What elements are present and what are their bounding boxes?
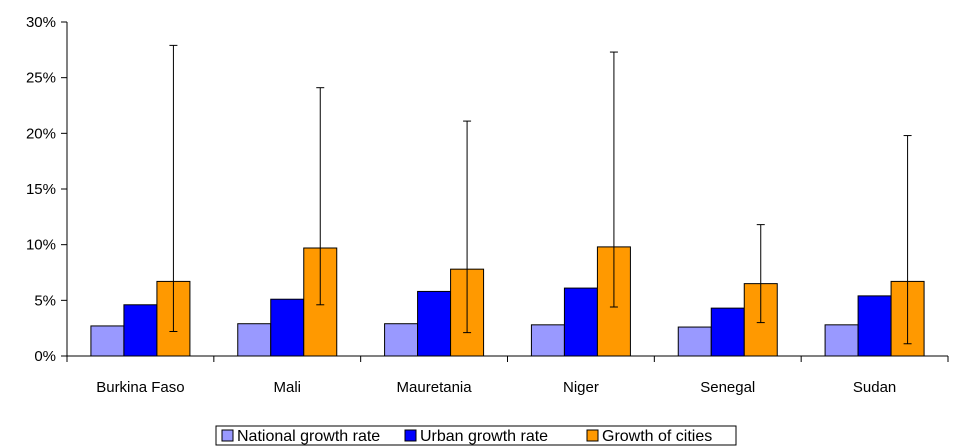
bar	[710, 307, 745, 357]
bar	[123, 304, 158, 357]
y-tick-label: 10%	[26, 237, 56, 254]
y-tick-label: 0%	[34, 348, 56, 365]
y-tick-label: 25%	[26, 70, 56, 87]
bar	[270, 298, 305, 357]
x-tick-label: Niger	[563, 379, 599, 396]
bar	[237, 323, 272, 357]
bar	[824, 324, 859, 357]
bar	[90, 325, 125, 357]
legend-swatch	[221, 429, 234, 442]
bar	[563, 287, 598, 357]
x-tick-label: Mali	[273, 379, 301, 396]
bar	[530, 324, 565, 357]
y-tick-label: 30%	[26, 14, 56, 31]
bar	[417, 290, 452, 357]
legend-box	[215, 425, 737, 446]
y-tick-label: 15%	[26, 181, 56, 198]
y-tick-label: 5%	[34, 292, 56, 309]
bar	[384, 323, 419, 357]
legend-swatch	[404, 429, 417, 442]
bars	[90, 246, 925, 357]
legend-swatch	[586, 429, 599, 442]
bar	[677, 326, 712, 357]
legend: National growth rate Urban growth rate Gro…	[215, 425, 737, 446]
x-tick-label: Sudan	[853, 379, 896, 396]
bar	[857, 295, 892, 357]
legend-label: Urban growth rate	[420, 428, 548, 445]
x-tick-label: Senegal	[700, 379, 755, 396]
x-tick-label: Burkina Faso	[96, 379, 184, 396]
axes	[61, 21, 949, 362]
y-tick-label: 20%	[26, 125, 56, 142]
legend-label: Growth of cities	[602, 428, 712, 445]
x-tick-label: Mauretania	[397, 379, 473, 396]
error-bars	[169, 44, 912, 345]
axis-labels: 0% 5% 10% 15% 20% 25% 30% Burkina Faso Mali Maure…	[26, 14, 896, 396]
legend-label: National growth rate	[237, 428, 380, 445]
